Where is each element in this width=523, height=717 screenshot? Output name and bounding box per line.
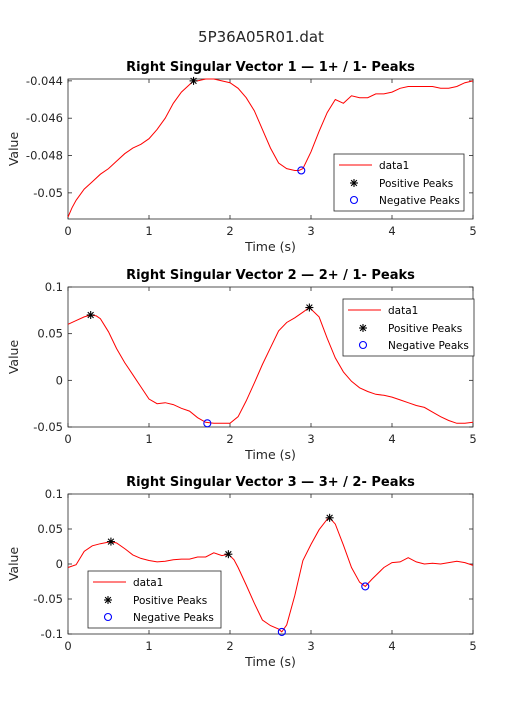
x-tick-label: 5 [469,639,476,653]
negative-peak-marker [361,582,370,591]
series-line-data1 [67,306,474,424]
y-axis-label: Value [6,132,21,167]
y-axis-label: Value [6,340,21,375]
y-tick-label: -0.046 [26,111,63,125]
legend-label: data1 [133,577,163,589]
x-tick-label: 3 [307,432,314,446]
y-tick-label: 0 [56,373,63,387]
x-tick-label: 1 [145,224,152,238]
x-tick-label: 5 [469,432,476,446]
legend-star-swatch [104,596,112,604]
x-tick-label: 0 [64,432,71,446]
legend-label: Negative Peaks [133,612,214,624]
legend-circle-swatch [349,195,359,205]
y-tick-label: 0 [56,557,63,571]
x-tick-label: 2 [226,224,233,238]
positive-peak-marker-d2 [190,77,197,85]
positive-peak-marker-d2 [326,514,333,522]
negative-peak-marker [203,419,212,428]
positive-peak-marker-d2 [87,311,94,319]
subplot-title: Right Singular Vector 1 — 1+ / 1- Peaks [126,60,415,75]
legend-star-swatch-d2 [359,324,367,332]
y-tick-label: 0.05 [37,522,63,536]
positive-peak-marker [305,303,314,312]
x-tick-label: 3 [307,224,314,238]
y-tick-label: -0.044 [26,74,63,88]
positive-peak-marker [86,311,95,319]
x-tick-label: 4 [388,224,395,238]
x-tick-label: 3 [307,639,314,653]
y-tick-label: -0.05 [33,186,63,200]
positive-peak-marker-d2 [306,304,313,311]
x-axis-label: Time (s) [244,654,296,669]
x-tick-label: 1 [145,639,152,653]
x-tick-label: 2 [226,639,233,653]
series-line-data1 [67,78,474,218]
y-tick-label: -0.048 [26,149,63,163]
legend-label: data1 [379,160,409,172]
y-tick-label: -0.05 [33,420,63,434]
x-tick-label: 0 [64,224,71,238]
y-tick-label: -0.05 [33,592,63,606]
positive-peak-marker-d2 [225,550,232,558]
x-tick-label: 0 [64,639,71,653]
series-line-data1 [67,517,474,633]
legend: data1 Positive Peaks Negative Peaks [342,298,475,357]
legend-circle-swatch [358,340,368,350]
legend-label: Positive Peaks [379,178,453,190]
negative-peak-marker [297,166,306,175]
y-axis-label: Value [6,547,21,582]
figure-title: 5P36A05R01.dat [198,28,324,46]
subplot-grid: Right Singular Vector 1 — 1+ / 1- Peaks 0… [6,60,477,669]
x-tick-label: 4 [388,432,395,446]
subplot-2: Right Singular Vector 2 — 2+ / 1- Peaks 0… [6,268,477,462]
x-tick-label: 5 [469,224,476,238]
legend-circle-swatch [103,612,113,622]
positive-peak-marker [325,513,334,522]
legend-star-swatch [359,324,367,332]
subplot-1: Right Singular Vector 1 — 1+ / 1- Peaks 0… [6,60,477,254]
legend-star-swatch [350,179,358,187]
x-tick-label: 1 [145,432,152,446]
legend-label: Negative Peaks [388,340,469,352]
positive-peak-marker [224,550,233,559]
x-tick-label: 4 [388,639,395,653]
y-tick-label: 0.1 [45,487,63,501]
y-tick-label: -0.1 [41,627,63,641]
x-axis-label: Time (s) [244,239,296,254]
subplot-title: Right Singular Vector 2 — 2+ / 1- Peaks [126,268,415,283]
x-axis-label: Time (s) [244,447,296,462]
legend-star-swatch-d2 [104,596,112,604]
positive-peak-marker [189,76,198,85]
positive-peak-marker [106,537,115,546]
y-tick-label: 0.1 [45,280,63,294]
legend-label: data1 [388,305,418,317]
legend: data1 Positive Peaks Negative Peaks [87,570,222,629]
legend-label: Positive Peaks [388,323,462,335]
positive-peak-marker-d2 [107,538,115,545]
x-tick-label: 2 [226,432,233,446]
y-tick-label: 0.05 [37,327,63,341]
legend: data1 Positive Peaks Negative Peaks [333,153,465,212]
subplot-title: Right Singular Vector 3 — 3+ / 2- Peaks [126,475,415,490]
negative-peak-marker [277,627,286,636]
legend-star-swatch-d2 [350,179,358,187]
subplot-3: Right Singular Vector 3 — 3+ / 2- Peaks 0… [6,475,477,669]
legend-label: Negative Peaks [379,195,460,207]
legend-label: Positive Peaks [133,595,207,607]
